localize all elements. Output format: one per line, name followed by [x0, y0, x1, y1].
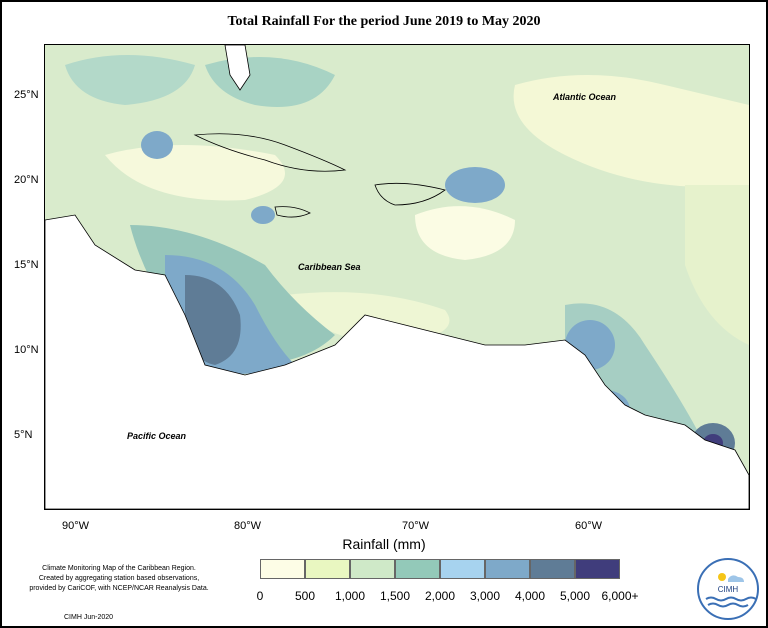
credit-line: Climate Monitoring Map of the Caribbean …	[42, 565, 196, 572]
legend-title: Rainfall (mm)	[342, 536, 426, 552]
legend-swatch	[395, 559, 440, 579]
lon-tick-60w: 60°W	[575, 520, 603, 532]
lat-tick-10n: 10°N	[14, 344, 39, 356]
legend-swatch	[485, 559, 530, 579]
lat-tick-20n: 20°N	[14, 174, 39, 186]
lat-tick-5n: 5°N	[14, 429, 33, 441]
pacific-ocean-label: Pacific Ocean	[127, 431, 187, 441]
legend-label: 3,000	[469, 589, 501, 603]
legend-label: 4,000	[514, 589, 546, 603]
legend-label: 6,000+	[601, 589, 639, 603]
credit-text: Climate Monitoring Map of the Caribbean …	[24, 564, 214, 594]
logo-text: CIMH	[718, 585, 739, 594]
wave-icon	[705, 596, 757, 602]
lon-tick-70w: 70°W	[402, 520, 430, 532]
sun-icon	[718, 573, 726, 581]
legend-label: 5,000	[559, 589, 591, 603]
legend-label: 500	[294, 589, 316, 603]
legend-swatch	[350, 559, 395, 579]
legend-swatch	[440, 559, 485, 579]
cimh-logo: CIMH	[697, 558, 759, 620]
caribbean-sea-label: Caribbean Sea	[298, 262, 361, 272]
lon-tick-80w: 80°W	[234, 520, 262, 532]
lat-tick-25n: 25°N	[14, 89, 39, 101]
credit-date: CIMH Jun-2020	[64, 614, 114, 621]
legend-label: 1,500	[379, 589, 411, 603]
legend-label: 2,000	[424, 589, 456, 603]
credit-line: Created by aggregating station based obs…	[38, 575, 200, 582]
lon-tick-90w: 90°W	[62, 520, 90, 532]
legend-swatch	[305, 559, 350, 579]
legend-label: 1,000	[334, 589, 366, 603]
legend-swatch	[260, 559, 305, 579]
rainfall-map: Atlantic Ocean Caribbean Sea Pacific Oce…	[44, 44, 750, 510]
lat-tick-15n: 15°N	[14, 259, 39, 271]
legend-swatch	[530, 559, 575, 579]
map-canvas: Atlantic Ocean Caribbean Sea Pacific Oce…	[45, 45, 749, 509]
atlantic-ocean-label: Atlantic Ocean	[552, 92, 617, 102]
cloud-icon	[728, 575, 744, 582]
credit-line: provided by CariCOF, with NCEP/NCAR Rean…	[29, 585, 209, 592]
legend-label: 0	[256, 589, 264, 603]
map-title: Total Rainfall For the period June 2019 …	[227, 14, 541, 29]
legend-swatch	[575, 559, 620, 579]
